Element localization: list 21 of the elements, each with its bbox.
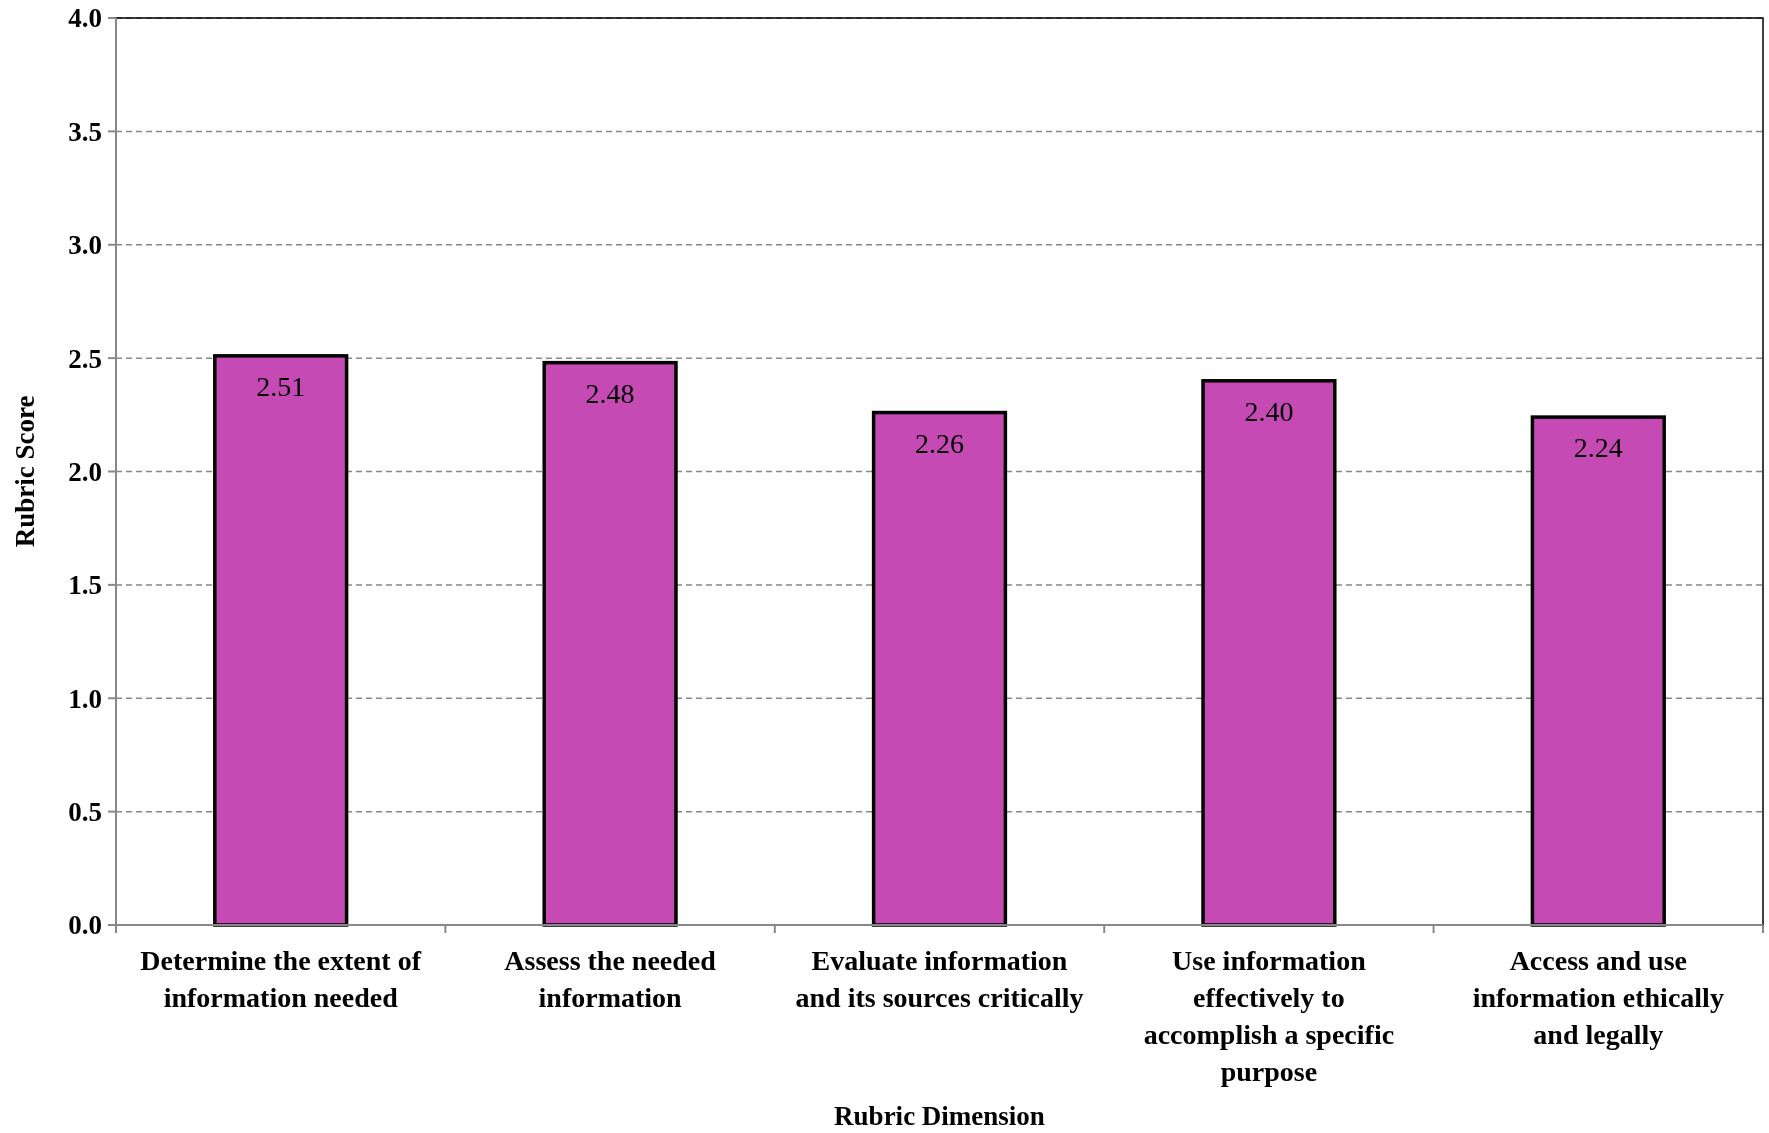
data-label: 2.26 bbox=[915, 427, 964, 459]
y-tick-label: 3.0 bbox=[68, 230, 102, 261]
y-tick-label: 2.5 bbox=[68, 343, 102, 374]
x-tick-label: Evaluate information and its sources critically bbox=[795, 945, 1084, 1013]
x-tick-label: Determine the extent of information needed bbox=[140, 945, 422, 1013]
y-axis-title: Rubric Score bbox=[10, 395, 40, 548]
y-tick-label: 4.0 bbox=[68, 3, 102, 34]
data-label: 2.24 bbox=[1573, 432, 1623, 464]
x-tick-label: Access and use information ethically and legally bbox=[1472, 945, 1724, 1050]
y-tick-label: 1.5 bbox=[68, 570, 102, 601]
x-axis-title: Rubric Dimension bbox=[834, 1101, 1045, 1131]
data-label: 2.51 bbox=[256, 370, 306, 402]
y-tick-label: 0.0 bbox=[68, 910, 102, 941]
y-tick-label: 1.0 bbox=[68, 683, 102, 714]
y-tick-label: 3.5 bbox=[68, 116, 102, 147]
x-tick-label: Use information effectively to accomplish a specific purpose bbox=[1143, 945, 1395, 1087]
y-tick-label: 2.0 bbox=[68, 456, 102, 487]
data-label: 2.48 bbox=[585, 377, 635, 409]
data-label: 2.40 bbox=[1244, 395, 1294, 427]
y-tick-label: 0.5 bbox=[68, 797, 102, 828]
x-tick-label: Assess the needed information bbox=[504, 945, 717, 1013]
